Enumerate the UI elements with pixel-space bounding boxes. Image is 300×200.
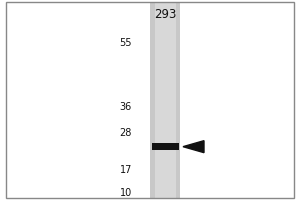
Polygon shape <box>183 141 204 153</box>
Bar <box>6 2 150 198</box>
Bar <box>180 2 294 198</box>
Text: 293: 293 <box>154 8 176 21</box>
Bar <box>152 143 178 150</box>
Text: 10: 10 <box>120 188 132 198</box>
Bar <box>154 2 176 198</box>
Text: 36: 36 <box>120 102 132 112</box>
Text: 17: 17 <box>120 165 132 175</box>
Text: 28: 28 <box>120 128 132 138</box>
Bar <box>150 2 180 198</box>
Text: 55: 55 <box>119 38 132 48</box>
